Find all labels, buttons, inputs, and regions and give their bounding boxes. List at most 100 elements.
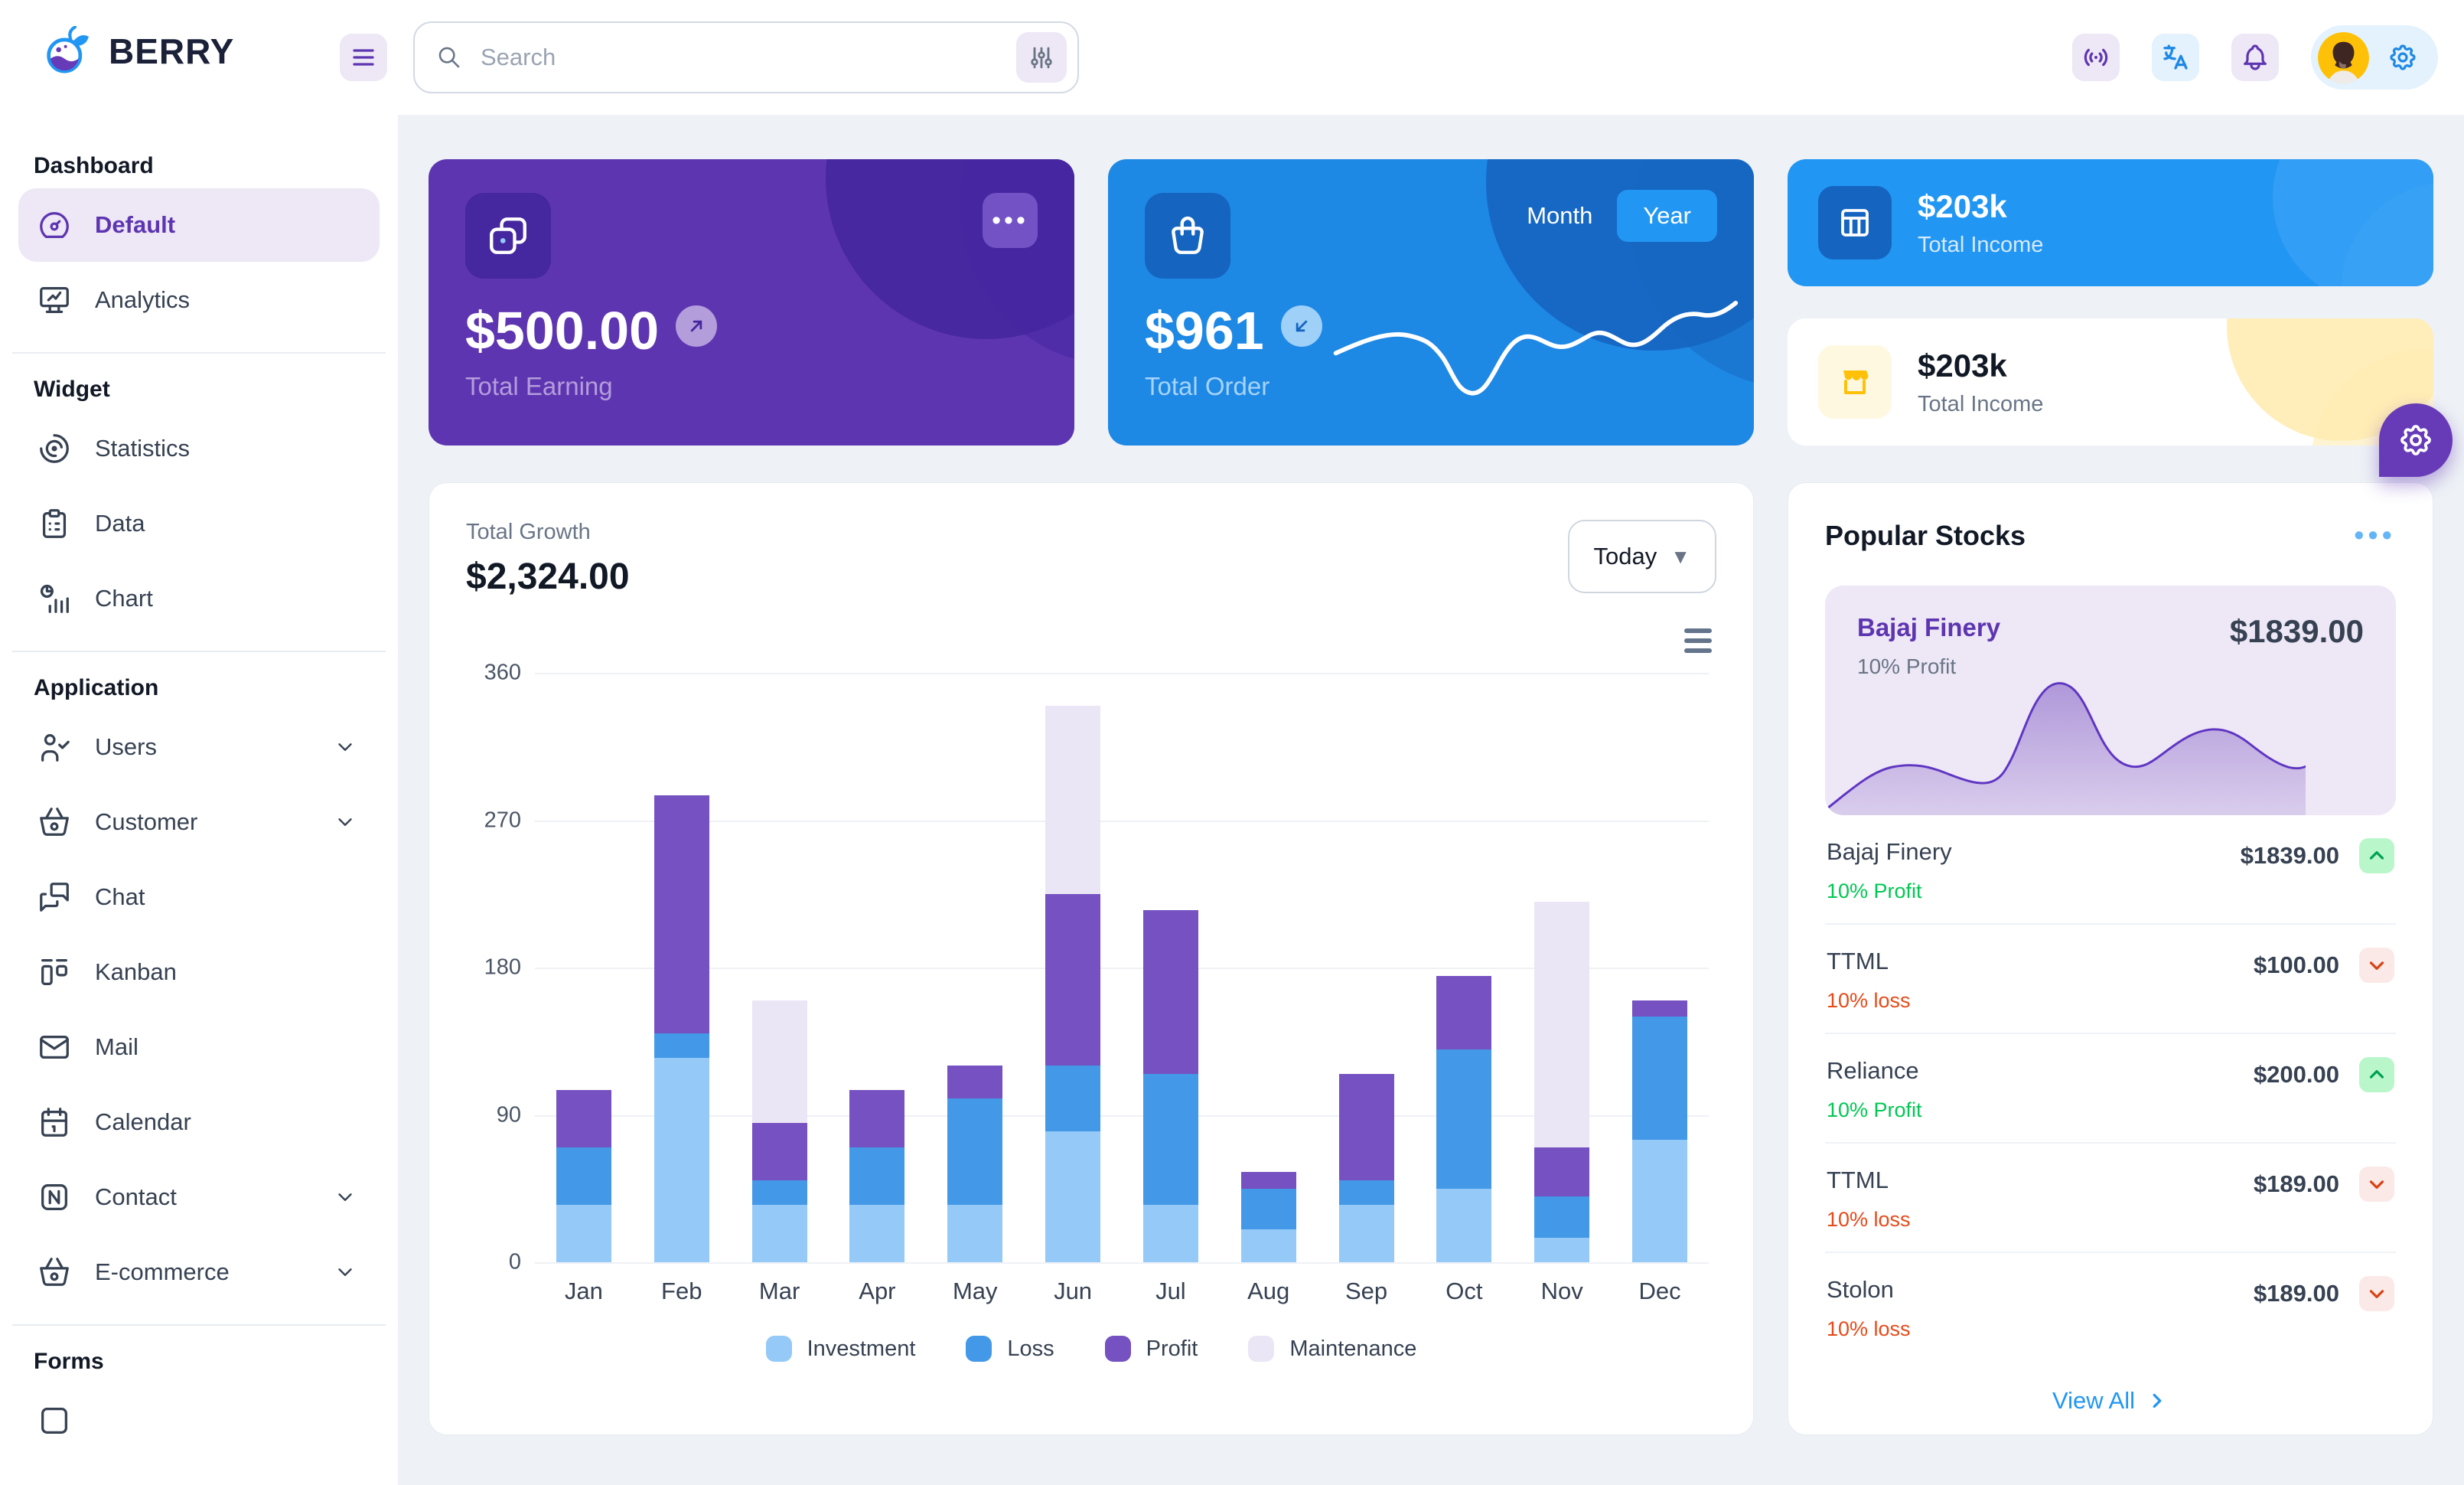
bar-segment-profit (653, 795, 709, 1033)
growth-title: Total Growth (466, 520, 591, 544)
chart-legend: Investment Loss Profit Maintenance (466, 1336, 1716, 1362)
legend-item-maintenance[interactable]: Maintenance (1248, 1336, 1416, 1362)
sidebar-item-label: Contact (95, 1183, 177, 1210)
stock-change-label: 10% Profit (1827, 1098, 1922, 1121)
gridline: 90 (497, 1102, 1709, 1127)
bar-jun[interactable] (1024, 673, 1122, 1262)
bar-segment-profit (1142, 910, 1198, 1075)
view-all-link[interactable]: View All (1825, 1387, 2396, 1415)
sidebar-item-chat[interactable]: Chat (18, 860, 380, 934)
bar-nov[interactable] (1513, 673, 1611, 1262)
chart-x-axis: Jan Feb Mar Apr May Jun Jul Aug Sep Oct Nov Dec (535, 1278, 1709, 1305)
translate-icon (2159, 41, 2192, 73)
notifications-button[interactable] (2231, 34, 2279, 81)
bar-may[interactable] (926, 673, 1024, 1262)
bar-jul[interactable] (1122, 673, 1220, 1262)
sidebar-item-label: Calendar (95, 1108, 191, 1135)
bar-apr[interactable] (828, 673, 926, 1262)
search-filters-button[interactable] (1016, 32, 1067, 83)
sidebar-divider (12, 352, 386, 354)
bar-jan[interactable] (535, 673, 633, 1262)
x-axis-label: Nov (1540, 1278, 1583, 1304)
bar-segment-profit (1240, 1172, 1296, 1189)
bar-segment-loss (1338, 1180, 1394, 1206)
sidebar-item-statistics[interactable]: Statistics (18, 412, 380, 485)
stock-value: $189.00 (2253, 1280, 2339, 1307)
bar-segment-loss (1045, 1066, 1101, 1131)
sidebar-item-e-commerce[interactable]: E-commerce (18, 1235, 380, 1309)
x-axis-label: Jul (1155, 1278, 1186, 1304)
sidebar-item-mail[interactable]: Mail (18, 1010, 380, 1084)
bar-segment-loss (653, 1033, 709, 1058)
live-status-button[interactable] (2072, 34, 2120, 81)
sidebar-item-kanban[interactable]: Kanban (18, 935, 380, 1009)
chart-menu-icon[interactable] (1681, 628, 1712, 653)
sidebar-item-default[interactable]: Default (18, 188, 380, 262)
y-axis-tick: 360 (484, 660, 521, 685)
sidebar-item-analytics[interactable]: Analytics (18, 263, 380, 337)
floating-settings-button[interactable] (2379, 403, 2453, 477)
sidebar-item-data[interactable]: Data (18, 487, 380, 560)
sidebar-item-label: Chat (95, 883, 145, 910)
sidebar-item-chart[interactable]: Chart (18, 562, 380, 635)
trend-down-chip (2359, 1276, 2394, 1311)
stock-row[interactable]: Stolon 10% loss $189.00 (1825, 1253, 2396, 1361)
bar-feb[interactable] (633, 673, 731, 1262)
sidebar-item-label: Mail (95, 1033, 139, 1060)
total-order-value: $961 (1145, 301, 1264, 361)
bar-dec[interactable] (1611, 673, 1709, 1262)
bar-segment-investment (1632, 1139, 1688, 1262)
legend-item-profit[interactable]: Profit (1104, 1336, 1198, 1362)
language-button[interactable] (2152, 34, 2199, 81)
app-header: BERRY (0, 0, 2464, 115)
x-axis-label: Oct (1445, 1278, 1483, 1304)
earning-card-menu-button[interactable]: ••• (983, 193, 1038, 248)
search-input[interactable] (481, 44, 1016, 71)
sidebar-item-customer[interactable]: Customer (18, 785, 380, 859)
trend-up-chip (2359, 1057, 2394, 1092)
bar-segment-loss (1534, 1196, 1590, 1238)
year-toggle-button[interactable]: Year (1617, 190, 1717, 242)
bar-segment-profit (849, 1090, 905, 1148)
search-icon (436, 44, 462, 70)
sidebar-divider (12, 1324, 386, 1326)
stock-row[interactable]: Bajaj Finery 10% Profit $1839.00 (1825, 815, 2396, 923)
bar-sep[interactable] (1318, 673, 1416, 1262)
bar-segment-investment (947, 1205, 1003, 1262)
legend-label: Profit (1146, 1336, 1198, 1361)
bar-segment-investment (1338, 1205, 1394, 1262)
bar-segment-loss (1240, 1188, 1296, 1230)
sidebar-item-partial[interactable] (18, 1384, 380, 1457)
stock-row[interactable]: TTML 10% loss $100.00 (1825, 925, 2396, 1033)
period-select[interactable]: Today ▼ (1567, 520, 1716, 593)
sidebar-item-label: Default (95, 211, 176, 238)
bar-segment-loss (751, 1180, 807, 1206)
stock-row[interactable]: Reliance 10% Profit $200.00 (1825, 1034, 2396, 1142)
gridline: 180 (484, 955, 1709, 980)
bar-segment-profit (751, 1123, 807, 1181)
trend-down-chip (2359, 948, 2394, 983)
bar-segment-investment (1045, 1131, 1101, 1262)
sidebar-item-contact[interactable]: Contact (18, 1160, 380, 1234)
decor-circle (2273, 159, 2433, 286)
sidebar-item-users[interactable]: Users (18, 710, 380, 784)
stocks-menu-button[interactable]: ••• (2354, 520, 2396, 552)
legend-item-investment[interactable]: Investment (765, 1336, 915, 1362)
bar-aug[interactable] (1220, 673, 1318, 1262)
month-toggle-button[interactable]: Month (1527, 202, 1593, 229)
sidebar-toggle-button[interactable] (340, 34, 387, 81)
bar-segment-profit (1338, 1074, 1394, 1181)
featured-stock-card[interactable]: Bajaj Finery 10% Profit $1839.00 (1825, 586, 2396, 815)
sidebar-item-calendar[interactable]: Calendar (18, 1085, 380, 1159)
total-order-label: Total Order (1145, 372, 1270, 400)
stock-row[interactable]: TTML 10% loss $189.00 (1825, 1144, 2396, 1252)
stock-name: TTML (1827, 948, 1889, 974)
bar-mar[interactable] (731, 673, 829, 1262)
legend-item-loss[interactable]: Loss (966, 1336, 1054, 1362)
bar-oct[interactable] (1415, 673, 1513, 1262)
stock-change-label: 10% Profit (1827, 880, 1922, 902)
chevron-down-icon (334, 1261, 357, 1284)
bar-segment-loss (556, 1147, 611, 1206)
gridline: 360 (484, 661, 1709, 685)
profile-menu-button[interactable] (2311, 25, 2438, 90)
